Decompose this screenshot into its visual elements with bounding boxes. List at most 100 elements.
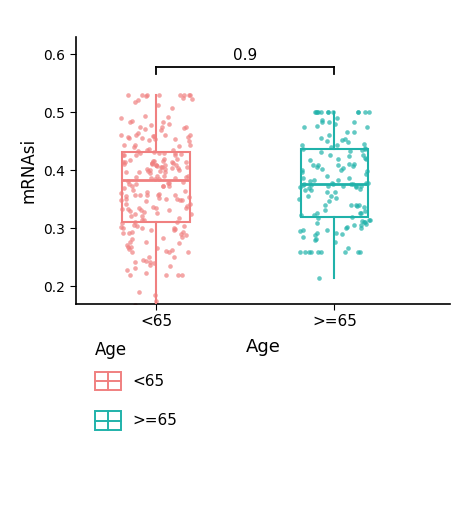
Point (349, 180, 357, 188)
Point (133, 222, 140, 231)
Point (361, 218, 368, 226)
Point (181, 187, 188, 195)
Point (313, 235, 320, 243)
Point (131, 217, 138, 226)
Point (118, 205, 126, 213)
Point (151, 174, 159, 183)
Y-axis label: mRNAsi: mRNAsi (20, 138, 38, 203)
Point (132, 131, 140, 139)
Point (138, 224, 146, 232)
Point (329, 180, 337, 189)
Point (366, 215, 374, 224)
Point (299, 145, 307, 153)
Point (333, 113, 340, 122)
Point (132, 210, 139, 218)
Point (131, 191, 138, 200)
Point (143, 91, 151, 99)
Point (365, 108, 372, 116)
Point (317, 134, 325, 143)
Point (363, 155, 370, 163)
Point (128, 235, 136, 244)
Point (331, 188, 339, 196)
Point (311, 231, 319, 239)
Point (326, 151, 334, 159)
Point (125, 245, 133, 254)
Point (333, 194, 340, 202)
Point (345, 152, 353, 160)
Point (149, 132, 157, 140)
Point (148, 226, 155, 235)
Point (314, 209, 321, 217)
Point (161, 168, 169, 176)
Point (128, 182, 136, 191)
Point (318, 118, 326, 126)
Point (119, 158, 127, 167)
Point (337, 166, 345, 174)
Point (162, 271, 170, 279)
Point (348, 213, 356, 221)
Point (118, 223, 125, 232)
Point (325, 118, 332, 126)
Point (301, 185, 309, 194)
Point (349, 161, 357, 170)
Point (362, 179, 370, 187)
Point (173, 195, 181, 204)
Point (165, 179, 173, 188)
Point (125, 134, 132, 142)
Point (172, 148, 179, 157)
Point (319, 116, 326, 125)
Point (152, 161, 160, 169)
Point (129, 185, 137, 194)
Point (180, 91, 188, 99)
Point (130, 221, 137, 229)
Point (350, 160, 357, 168)
Point (324, 108, 332, 116)
Point (172, 190, 179, 199)
Point (346, 173, 353, 182)
Point (174, 163, 182, 172)
Point (138, 91, 146, 99)
Point (310, 211, 318, 219)
Point (165, 119, 173, 128)
Point (298, 166, 306, 174)
Point (324, 171, 331, 180)
Point (170, 253, 177, 261)
Point (341, 135, 349, 143)
Point (328, 179, 336, 187)
Point (177, 195, 184, 204)
Point (338, 136, 346, 144)
X-axis label: Age: Age (246, 337, 281, 356)
Point (136, 288, 143, 297)
Point (159, 234, 166, 242)
Point (165, 182, 173, 190)
Point (350, 221, 357, 229)
Point (143, 188, 151, 196)
Point (345, 137, 352, 146)
Point (359, 150, 367, 159)
Point (120, 141, 128, 149)
Point (122, 168, 130, 177)
Point (334, 161, 342, 169)
Point (314, 160, 321, 169)
Point (125, 243, 132, 252)
Point (122, 200, 129, 209)
Point (296, 183, 304, 191)
Point (153, 209, 161, 217)
Point (148, 158, 155, 167)
Point (333, 140, 341, 149)
Point (357, 182, 365, 190)
Point (357, 224, 365, 233)
Point (354, 247, 362, 256)
Point (310, 161, 317, 170)
Point (180, 178, 187, 186)
Point (140, 208, 148, 216)
Point (148, 159, 156, 167)
Point (186, 91, 193, 99)
Point (313, 122, 320, 130)
Point (170, 159, 177, 168)
Point (299, 233, 307, 241)
Point (315, 274, 323, 282)
Point (362, 170, 370, 178)
Point (124, 266, 131, 274)
Point (127, 212, 134, 220)
